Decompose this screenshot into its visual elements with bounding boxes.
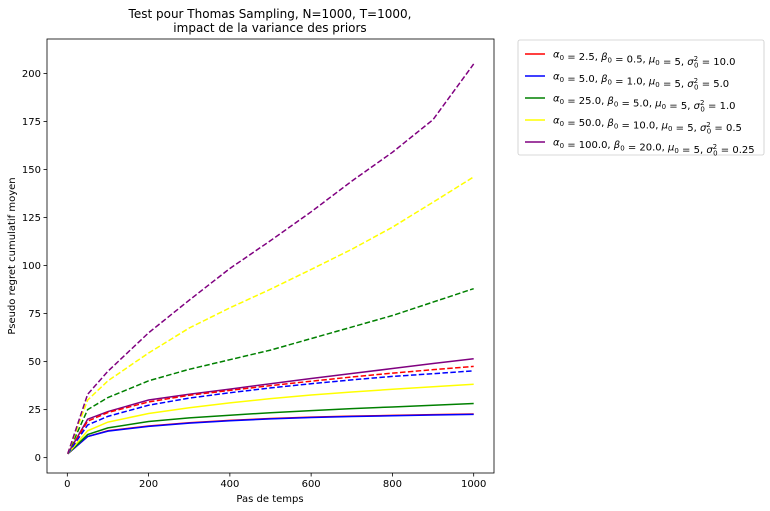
legend: α0 = 2.5, β0 = 0.5, μ0 = 5, σ2 0 = 10.0α0… xyxy=(517,39,765,158)
x-tick-label: 200 xyxy=(139,479,158,490)
x-tick-label: 800 xyxy=(383,479,402,490)
series-line-solid-1 xyxy=(67,413,474,455)
y-tick-label: 175 xyxy=(22,117,41,128)
x-tick-label: 600 xyxy=(302,479,321,490)
axes-layer: 0 200 400 600 800 1000 0 25 50 75 100 125 150 175 200 xyxy=(22,69,487,490)
y-axis-label: Pseudo regret cumulatif moyen xyxy=(7,177,18,334)
series-line-solid-5 xyxy=(67,357,474,455)
y-tick-label: 200 xyxy=(22,69,41,80)
x-tick-label: 0 xyxy=(64,479,70,490)
series-layer xyxy=(67,63,475,455)
y-tick-label: 75 xyxy=(28,309,41,320)
y-tick-label: 50 xyxy=(28,357,41,368)
series-line-dashed-2 xyxy=(67,370,474,455)
legend-label-1: α0 = 2.5, β0 = 0.5, μ0 = 5, σ2 0 = 10.0 xyxy=(553,50,736,70)
y-tick-label: 25 xyxy=(28,405,41,416)
x-tick-label: 400 xyxy=(220,479,239,490)
series-line-dashed-5 xyxy=(67,63,475,455)
legend-label-3: α0 = 25.0, β0 = 5.0, μ0 = 5, σ2 0 = 1.0 xyxy=(553,94,736,114)
plot-area-frame xyxy=(46,38,495,474)
chart-title-line1: Test pour Thomas Sampling, N=1000, T=100… xyxy=(128,7,412,21)
y-tick-label: 100 xyxy=(22,261,41,272)
legend-label-2: α0 = 5.0, β0 = 1.0, μ0 = 5, σ2 0 = 5.0 xyxy=(553,72,729,92)
legend-frame xyxy=(517,39,765,156)
chart-title-line2: impact de la variance des priors xyxy=(173,21,366,35)
series-line-dashed-1 xyxy=(67,365,474,455)
x-axis-label: Pas de temps xyxy=(236,494,303,505)
series-line-solid-2 xyxy=(67,413,474,455)
series-line-solid-3 xyxy=(67,402,474,455)
series-line-solid-4 xyxy=(67,383,474,455)
x-tick-label: 1000 xyxy=(461,479,486,490)
legend-label-4: α0 = 50.0, β0 = 10.0, μ0 = 5, σ2 0 = 0.5 xyxy=(553,116,742,136)
y-tick-label: 0 xyxy=(35,453,41,464)
series-line-dashed-3 xyxy=(67,287,474,455)
legend-label-5: α0 = 100.0, β0 = 20.0, μ0 = 5, σ2 0 = 0.2… xyxy=(553,138,755,158)
y-tick-label: 150 xyxy=(22,165,41,176)
series-line-dashed-4 xyxy=(67,176,475,455)
y-tick-label: 125 xyxy=(22,213,41,224)
